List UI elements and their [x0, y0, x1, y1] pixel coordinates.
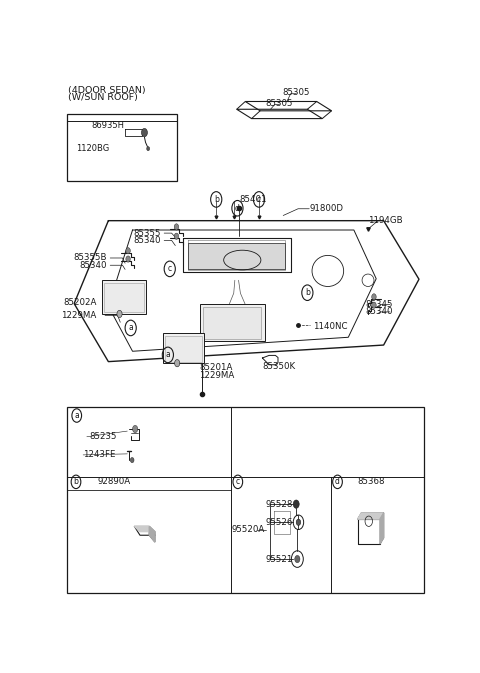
Text: 85345: 85345	[365, 300, 393, 309]
Circle shape	[142, 129, 147, 137]
Text: 86935H: 86935H	[92, 121, 125, 131]
Text: 1229MA: 1229MA	[61, 311, 96, 320]
Text: 85355: 85355	[133, 229, 160, 238]
Text: 1140NC: 1140NC	[313, 322, 348, 331]
Bar	[67, 407, 424, 593]
Text: 85401: 85401	[240, 195, 267, 205]
Text: 1243FE: 1243FE	[83, 450, 116, 460]
Polygon shape	[380, 513, 384, 544]
Circle shape	[174, 233, 179, 240]
Text: b: b	[214, 195, 219, 204]
Text: d: d	[335, 477, 340, 487]
Circle shape	[132, 425, 138, 433]
Circle shape	[117, 310, 122, 318]
Circle shape	[296, 519, 300, 526]
Text: 85355B: 85355B	[73, 254, 107, 262]
Polygon shape	[358, 513, 384, 519]
Text: 85202A: 85202A	[63, 298, 96, 307]
Text: 95520A: 95520A	[232, 524, 265, 534]
Text: 95526: 95526	[266, 518, 293, 527]
Polygon shape	[149, 526, 155, 542]
Text: a: a	[74, 411, 79, 420]
Text: 91800D: 91800D	[309, 205, 343, 213]
Text: 85235: 85235	[90, 432, 117, 441]
Text: 85305: 85305	[282, 87, 310, 97]
Text: 1120BG: 1120BG	[76, 143, 109, 153]
Bar	[200, 304, 264, 341]
Text: 92890A: 92890A	[97, 477, 131, 487]
Bar	[203, 307, 261, 339]
Bar	[102, 280, 146, 314]
Circle shape	[372, 302, 376, 308]
Text: 1194GB: 1194GB	[368, 216, 402, 225]
Circle shape	[295, 555, 300, 563]
Text: 1229MA: 1229MA	[200, 371, 235, 380]
Text: 85368: 85368	[358, 477, 385, 487]
Circle shape	[130, 458, 134, 462]
Polygon shape	[134, 526, 155, 532]
Text: 85340: 85340	[365, 308, 393, 316]
Text: 85350K: 85350K	[263, 362, 296, 371]
Text: b: b	[305, 288, 310, 297]
Circle shape	[147, 147, 150, 151]
Circle shape	[372, 293, 376, 300]
Circle shape	[126, 256, 130, 262]
Text: 85305: 85305	[266, 98, 293, 108]
Circle shape	[293, 500, 299, 508]
Text: a: a	[128, 324, 133, 332]
Bar	[163, 333, 204, 363]
Text: 85340: 85340	[133, 236, 160, 245]
Text: d: d	[235, 204, 240, 213]
Bar	[67, 114, 177, 181]
Text: 85340: 85340	[79, 260, 107, 270]
Text: (4DOOR SEDAN): (4DOOR SEDAN)	[68, 85, 146, 95]
Text: (W/SUN ROOF): (W/SUN ROOF)	[68, 94, 138, 102]
Bar	[104, 283, 144, 312]
Text: a: a	[166, 351, 170, 359]
Text: b: b	[73, 477, 78, 487]
Text: 85201A: 85201A	[200, 363, 233, 372]
Circle shape	[175, 359, 180, 367]
Bar	[165, 336, 202, 361]
Polygon shape	[188, 243, 285, 269]
Text: 95528: 95528	[266, 499, 293, 509]
Text: c: c	[236, 477, 240, 487]
Circle shape	[126, 248, 130, 254]
Text: c: c	[168, 264, 172, 273]
Circle shape	[174, 224, 179, 230]
Text: c: c	[257, 195, 261, 204]
Text: 95521: 95521	[266, 555, 293, 563]
